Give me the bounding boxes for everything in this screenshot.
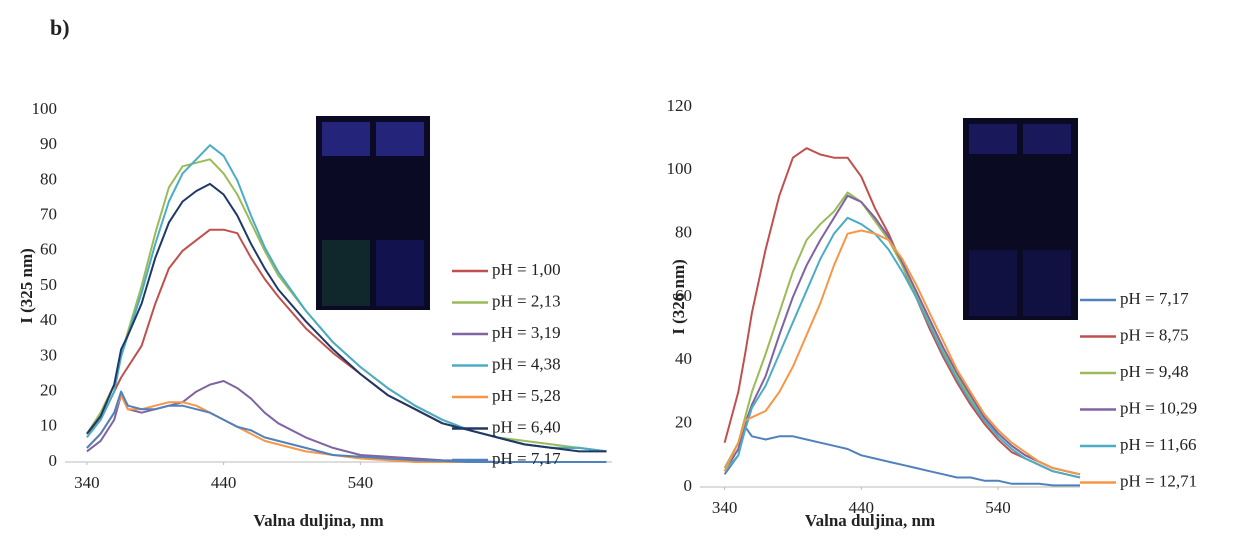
legend-label: pH = 4,38 [492, 354, 561, 373]
y-axis-label: I (325 nm) [17, 248, 36, 324]
inset-photo-detail [969, 124, 1017, 154]
legend-label: pH = 7,17 [492, 449, 561, 468]
y-tick-label: 10 [40, 416, 57, 435]
y-tick-label: 40 [675, 349, 692, 368]
legend-label: pH = 11,66 [1120, 435, 1196, 454]
series-line [86, 182, 607, 453]
legend-label: pH = 10,29 [1120, 398, 1197, 417]
series-line [723, 229, 1081, 476]
x-tick-label: 540 [348, 473, 374, 492]
y-axis-label: I (326 nm) [669, 259, 688, 335]
legend-label: pH = 2,13 [492, 291, 561, 310]
x-axis-label: Valna duljina, nm [253, 511, 383, 530]
legend-label: pH = 7,17 [1120, 289, 1189, 308]
legend-label: pH = 12,71 [1120, 471, 1197, 490]
legend-label: pH = 6,40 [492, 417, 561, 436]
inset-photo-detail [1023, 250, 1071, 316]
y-tick-label: 0 [49, 451, 58, 470]
x-tick-label: 340 [712, 498, 738, 517]
y-tick-label: 100 [32, 99, 58, 118]
inset-photo-detail [969, 250, 1017, 316]
series-line [723, 425, 1080, 487]
legend-label: pH = 1,00 [492, 260, 561, 279]
x-axis-label: Valna duljina, nm [805, 511, 935, 530]
y-tick-label: 60 [675, 286, 692, 305]
series-line [723, 216, 1081, 479]
inset-photo-detail [1023, 124, 1071, 154]
legend-label: pH = 5,28 [492, 386, 561, 405]
x-tick-label: 440 [849, 498, 875, 517]
legend-label: pH = 9,48 [1120, 362, 1189, 381]
y-tick-label: 80 [675, 223, 692, 242]
series-line [86, 390, 607, 463]
x-tick-label: 340 [74, 473, 100, 492]
inset-photo-detail [376, 240, 424, 306]
inset-photo-detail [322, 122, 370, 156]
legend-label: pH = 3,19 [492, 323, 561, 342]
y-tick-label: 80 [40, 169, 57, 188]
y-tick-label: 30 [40, 345, 57, 364]
y-tick-label: 40 [40, 310, 57, 329]
y-tick-label: 20 [675, 413, 692, 432]
inset-photo-detail [322, 240, 370, 306]
y-tick-label: 50 [40, 275, 57, 294]
y-tick-label: 100 [667, 159, 693, 178]
y-tick-label: 90 [40, 134, 57, 153]
y-tick-label: 60 [40, 240, 57, 259]
x-tick-label: 440 [211, 473, 237, 492]
x-tick-label: 540 [985, 498, 1011, 517]
y-tick-label: 120 [667, 96, 693, 115]
y-tick-label: 20 [40, 381, 57, 400]
panel-label: b) [50, 15, 70, 40]
legend-label: pH = 8,75 [1120, 325, 1189, 344]
inset-photo-detail [376, 122, 424, 156]
y-tick-label: 0 [684, 476, 693, 495]
y-tick-label: 70 [40, 205, 57, 224]
